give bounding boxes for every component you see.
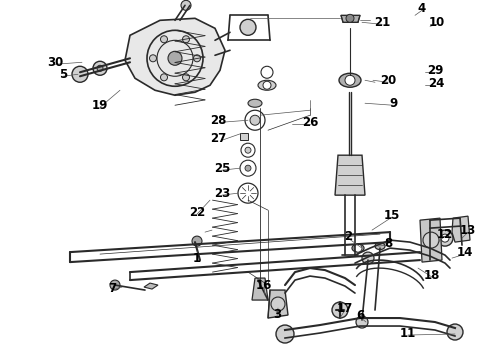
Text: 25: 25 xyxy=(214,162,230,175)
Text: 1: 1 xyxy=(193,252,201,265)
Text: 26: 26 xyxy=(302,116,318,129)
Text: 12: 12 xyxy=(437,228,453,240)
Polygon shape xyxy=(252,278,268,300)
Polygon shape xyxy=(341,15,360,22)
Circle shape xyxy=(161,36,168,43)
Text: 23: 23 xyxy=(214,186,230,200)
Text: 3: 3 xyxy=(273,307,281,320)
Polygon shape xyxy=(144,283,158,289)
Text: 2: 2 xyxy=(344,230,352,243)
Polygon shape xyxy=(452,216,470,242)
Circle shape xyxy=(110,280,120,290)
Text: 11: 11 xyxy=(400,327,416,339)
Circle shape xyxy=(97,65,103,71)
Text: 5: 5 xyxy=(59,68,67,81)
Circle shape xyxy=(332,302,348,318)
Text: 9: 9 xyxy=(389,97,397,110)
Circle shape xyxy=(263,81,271,89)
Circle shape xyxy=(72,66,88,82)
Text: 15: 15 xyxy=(384,209,400,222)
Text: 8: 8 xyxy=(384,237,392,249)
Polygon shape xyxy=(420,218,442,262)
Ellipse shape xyxy=(375,243,385,249)
Ellipse shape xyxy=(248,99,262,107)
Circle shape xyxy=(345,75,355,85)
Circle shape xyxy=(423,232,439,248)
Text: 16: 16 xyxy=(256,279,272,292)
Circle shape xyxy=(271,297,285,311)
Circle shape xyxy=(192,236,202,246)
Circle shape xyxy=(362,252,374,264)
Text: 19: 19 xyxy=(92,99,108,112)
Circle shape xyxy=(240,19,256,35)
Text: 29: 29 xyxy=(427,64,443,77)
Text: 20: 20 xyxy=(380,74,396,87)
Polygon shape xyxy=(125,18,225,95)
Text: 18: 18 xyxy=(424,269,440,282)
Circle shape xyxy=(441,234,449,242)
Circle shape xyxy=(168,51,182,65)
Ellipse shape xyxy=(339,73,361,87)
Circle shape xyxy=(245,165,251,171)
Circle shape xyxy=(181,0,191,10)
Text: 22: 22 xyxy=(189,206,205,219)
Text: 21: 21 xyxy=(374,16,390,29)
Circle shape xyxy=(245,147,251,153)
Circle shape xyxy=(149,55,156,62)
Circle shape xyxy=(194,55,200,62)
Circle shape xyxy=(182,74,190,81)
Text: 30: 30 xyxy=(47,56,63,69)
Text: 14: 14 xyxy=(457,246,473,258)
Polygon shape xyxy=(268,290,288,318)
Circle shape xyxy=(161,74,168,81)
Text: 7: 7 xyxy=(108,282,116,294)
Circle shape xyxy=(93,61,107,75)
Circle shape xyxy=(354,244,362,252)
Text: 10: 10 xyxy=(429,16,445,29)
Ellipse shape xyxy=(258,80,276,90)
Polygon shape xyxy=(240,133,248,140)
Text: 17: 17 xyxy=(337,302,353,315)
Circle shape xyxy=(182,36,190,43)
Text: 4: 4 xyxy=(418,2,426,15)
Text: 24: 24 xyxy=(428,77,444,90)
Circle shape xyxy=(346,14,354,22)
Polygon shape xyxy=(335,155,365,195)
Circle shape xyxy=(276,325,294,343)
Circle shape xyxy=(356,316,368,328)
Ellipse shape xyxy=(352,244,364,252)
Circle shape xyxy=(437,230,453,246)
Text: 13: 13 xyxy=(460,224,476,237)
Text: 6: 6 xyxy=(356,309,364,321)
Text: 27: 27 xyxy=(210,132,226,145)
Circle shape xyxy=(250,115,260,125)
Circle shape xyxy=(447,324,463,340)
Text: 28: 28 xyxy=(210,114,226,127)
